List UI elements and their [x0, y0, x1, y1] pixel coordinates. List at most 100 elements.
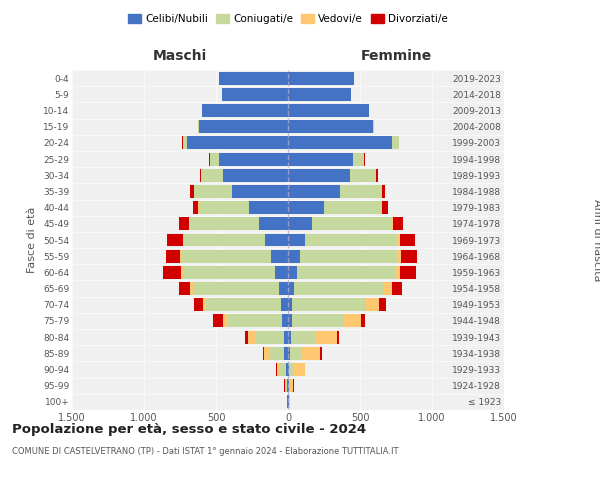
Bar	[288, 201, 324, 214]
Bar	[296, 266, 395, 279]
Bar	[393, 218, 403, 230]
Bar	[219, 152, 288, 166]
Bar	[288, 379, 289, 392]
Bar	[259, 218, 288, 230]
Bar	[249, 201, 288, 214]
Bar	[190, 218, 259, 230]
Bar	[187, 136, 288, 149]
Bar	[179, 282, 190, 295]
Bar	[288, 120, 373, 133]
Bar	[288, 298, 292, 311]
Bar	[282, 314, 288, 328]
Bar	[313, 218, 392, 230]
Bar	[183, 266, 275, 279]
Bar	[275, 266, 288, 279]
Bar	[289, 396, 290, 408]
Bar	[292, 314, 343, 328]
Bar	[379, 298, 386, 311]
Bar	[180, 250, 181, 262]
Bar	[202, 169, 223, 181]
Bar	[183, 136, 187, 149]
Bar	[288, 72, 354, 85]
Bar	[265, 234, 288, 246]
Bar	[288, 396, 289, 408]
Bar	[288, 363, 289, 376]
Bar	[288, 185, 340, 198]
Bar	[361, 314, 365, 328]
Bar	[232, 185, 288, 198]
Bar	[209, 152, 210, 166]
Bar	[364, 152, 365, 166]
Bar	[284, 347, 288, 360]
Bar	[222, 88, 288, 101]
Bar	[382, 201, 388, 214]
Bar	[316, 330, 337, 344]
Bar	[270, 347, 284, 360]
Bar	[400, 266, 416, 279]
Bar	[190, 185, 194, 198]
Bar	[353, 152, 364, 166]
Bar	[167, 234, 183, 246]
Bar	[290, 379, 293, 392]
Bar	[392, 282, 402, 295]
Text: Maschi: Maschi	[153, 48, 207, 62]
Bar	[255, 330, 284, 344]
Bar	[302, 347, 320, 360]
Bar	[294, 282, 383, 295]
Bar	[397, 250, 401, 262]
Bar	[320, 347, 322, 360]
Bar	[199, 120, 288, 133]
Bar	[190, 282, 193, 295]
Bar	[193, 201, 198, 214]
Bar	[289, 363, 293, 376]
Bar	[286, 363, 288, 376]
Bar	[288, 282, 294, 295]
Text: COMUNE DI CASTELVETRANO (TP) - Dati ISTAT 1° gennaio 2024 - Elaborazione TUTTITA: COMUNE DI CASTELVETRANO (TP) - Dati ISTA…	[12, 448, 398, 456]
Bar	[200, 169, 202, 181]
Bar	[382, 185, 385, 198]
Bar	[264, 347, 270, 360]
Bar	[198, 120, 199, 133]
Text: Femmine: Femmine	[361, 48, 431, 62]
Bar	[288, 136, 392, 149]
Bar	[280, 363, 286, 376]
Bar	[288, 218, 313, 230]
Bar	[299, 250, 397, 262]
Bar	[324, 201, 382, 214]
Bar	[227, 314, 282, 328]
Bar	[213, 314, 223, 328]
Bar	[199, 201, 249, 214]
Bar	[181, 250, 271, 262]
Bar	[337, 330, 339, 344]
Bar	[340, 185, 382, 198]
Bar	[395, 266, 400, 279]
Bar	[245, 330, 248, 344]
Bar	[288, 88, 352, 101]
Bar	[194, 298, 203, 311]
Bar	[166, 250, 180, 262]
Bar	[288, 169, 350, 181]
Bar	[289, 379, 290, 392]
Bar	[219, 72, 288, 85]
Bar	[392, 136, 399, 149]
Bar	[293, 363, 305, 376]
Bar	[288, 152, 353, 166]
Bar	[305, 234, 397, 246]
Text: Popolazione per età, sesso e stato civile - 2024: Popolazione per età, sesso e stato civil…	[12, 422, 366, 436]
Bar	[343, 314, 361, 328]
Bar	[248, 330, 255, 344]
Bar	[287, 379, 288, 392]
Bar	[280, 282, 288, 295]
Bar	[206, 298, 281, 311]
Bar	[194, 185, 232, 198]
Bar	[288, 330, 291, 344]
Bar	[181, 266, 183, 279]
Bar	[179, 218, 190, 230]
Bar	[287, 396, 288, 408]
Bar	[373, 120, 374, 133]
Bar	[210, 152, 219, 166]
Bar	[291, 330, 316, 344]
Bar	[366, 298, 379, 311]
Bar	[183, 234, 184, 246]
Bar	[376, 169, 377, 181]
